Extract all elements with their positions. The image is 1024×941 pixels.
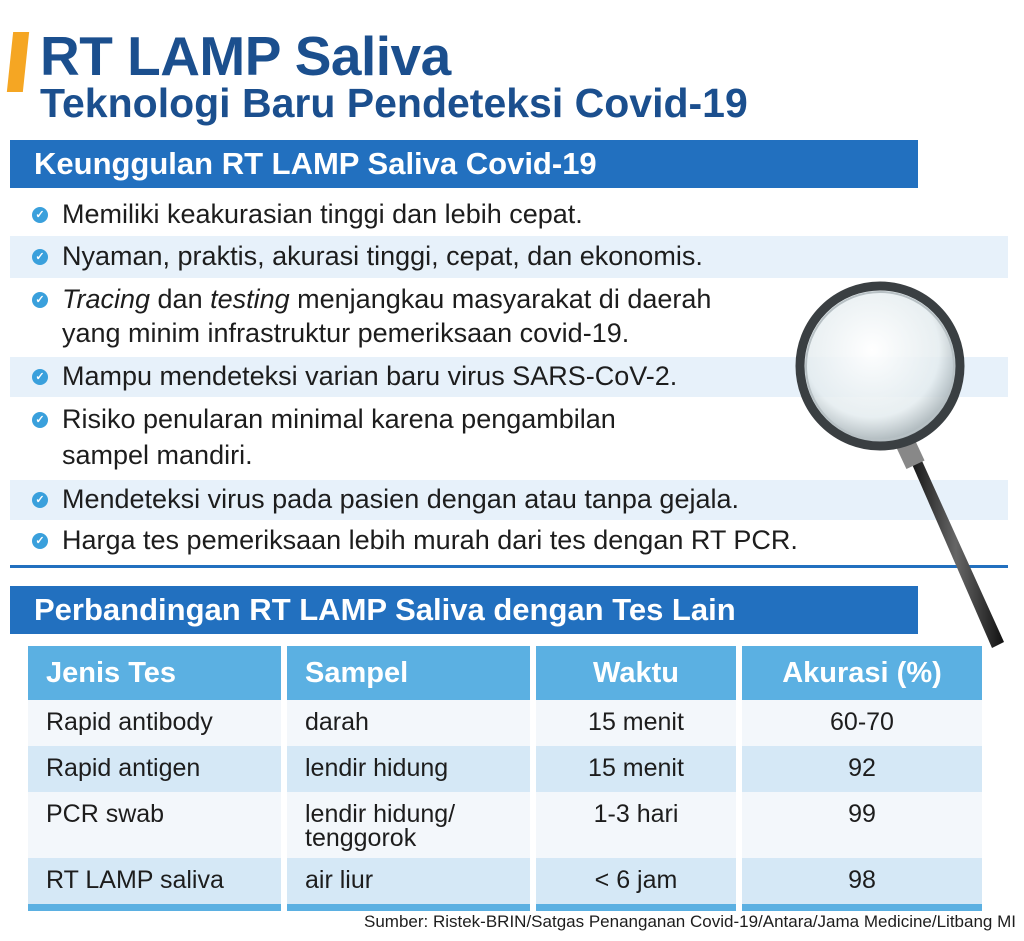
table-cell: air liur [287, 858, 530, 904]
table-cell: RT LAMP saliva [28, 858, 281, 904]
check-circle-icon: ✓ [32, 412, 48, 428]
advantages-heading: Keunggulan RT LAMP Saliva Covid-19 [10, 140, 918, 188]
table-row: Rapid antibody darah 15 menit 60-70 [28, 700, 982, 746]
list-item-text: Risiko penularan minimal karena pengambi… [62, 404, 616, 434]
table-cell: 99 [742, 792, 982, 858]
table-cell: Rapid antigen [28, 746, 281, 792]
table-cell: 15 menit [536, 700, 736, 746]
table-cell: 60-70 [742, 700, 982, 746]
list-item-text: Mampu mendeteksi varian baru virus SARS-… [62, 361, 678, 391]
list-item-text: Mendeteksi virus pada pasien dengan atau… [62, 484, 739, 514]
list-item-text: Tracing dan testing menjangkau masyaraka… [62, 284, 712, 314]
list-item: ✓ Nyaman, praktis, akurasi tinggi, cepat… [10, 236, 1008, 278]
table-cell: darah [287, 700, 530, 746]
page-title: RT LAMP Saliva [40, 25, 451, 87]
check-circle-icon: ✓ [32, 369, 48, 385]
column-header: Waktu [536, 646, 736, 700]
table-row: PCR swab lendir hidung/ tenggorok 1-3 ha… [28, 792, 982, 858]
check-circle-icon: ✓ [32, 207, 48, 223]
table-cell: 98 [742, 858, 982, 904]
list-item: ✓ Memiliki keakurasian tinggi dan lebih … [10, 195, 1008, 235]
section-divider [10, 565, 1008, 568]
list-item: ✓ Tracing dan testing menjangkau masyara… [10, 280, 1008, 355]
table-cell: lendir hidung [287, 746, 530, 792]
column-header: Akurasi (%) [742, 646, 982, 700]
table-cell: Rapid antibody [28, 700, 281, 746]
comparison-heading: Perbandingan RT LAMP Saliva dengan Tes L… [10, 586, 918, 634]
column-header: Jenis Tes [28, 646, 281, 700]
list-item: ✓ Mendeteksi virus pada pasien dengan at… [10, 480, 1008, 520]
check-circle-icon: ✓ [32, 533, 48, 549]
list-item-text: Nyaman, praktis, akurasi tinggi, cepat, … [62, 241, 703, 271]
check-circle-icon: ✓ [32, 292, 48, 308]
table-cell: < 6 jam [536, 858, 736, 904]
check-circle-icon: ✓ [32, 492, 48, 508]
table-cell: PCR swab [28, 792, 281, 858]
table-row: Rapid antigen lendir hidung 15 menit 92 [28, 746, 982, 792]
list-item-text: yang minim infrastruktur pemeriksaan cov… [62, 318, 630, 348]
list-item-text: Memiliki keakurasian tinggi dan lebih ce… [62, 199, 583, 229]
table-row: RT LAMP saliva air liur < 6 jam 98 [28, 858, 982, 904]
list-item: ✓ Harga tes pemeriksaan lebih murah dari… [10, 521, 1008, 563]
check-circle-icon: ✓ [32, 249, 48, 265]
table-cell: 15 menit [536, 746, 736, 792]
list-item-text: Harga tes pemeriksaan lebih murah dari t… [62, 525, 798, 555]
magnifying-glass-icon [795, 281, 1004, 648]
page-subtitle: Teknologi Baru Pendeteksi Covid-19 [40, 80, 748, 126]
table-footer-bar [28, 904, 982, 911]
column-header: Sampel [287, 646, 530, 700]
list-item-text: sampel mandiri. [62, 440, 253, 470]
source-note: Sumber: Ristek-BRIN/Satgas Penanganan Co… [363, 912, 1016, 931]
table-header-row: Jenis Tes Sampel Waktu Akurasi (%) [28, 646, 982, 700]
list-item: ✓ Risiko penularan minimal karena pengam… [10, 400, 1008, 478]
table-cell: 1-3 hari [536, 792, 736, 858]
table-cell: 92 [742, 746, 982, 792]
title-accent-bar [6, 32, 30, 92]
table-cell: lendir hidung/ tenggorok [287, 792, 530, 858]
comparison-table: Jenis Tes Sampel Waktu Akurasi (%) Rapid… [22, 646, 988, 911]
